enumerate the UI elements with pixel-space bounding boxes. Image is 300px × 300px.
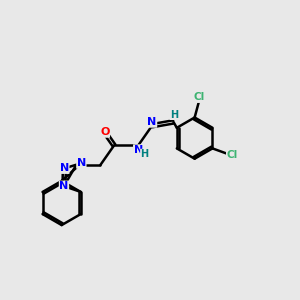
Text: O: O <box>100 127 110 137</box>
Text: N: N <box>60 164 69 173</box>
Text: Cl: Cl <box>226 150 238 161</box>
Text: Cl: Cl <box>194 92 205 102</box>
Text: N: N <box>147 117 157 127</box>
Text: N: N <box>59 181 69 191</box>
Text: H: H <box>141 149 149 159</box>
Text: H: H <box>170 110 178 119</box>
Text: N: N <box>77 158 86 168</box>
Text: N: N <box>134 145 143 155</box>
